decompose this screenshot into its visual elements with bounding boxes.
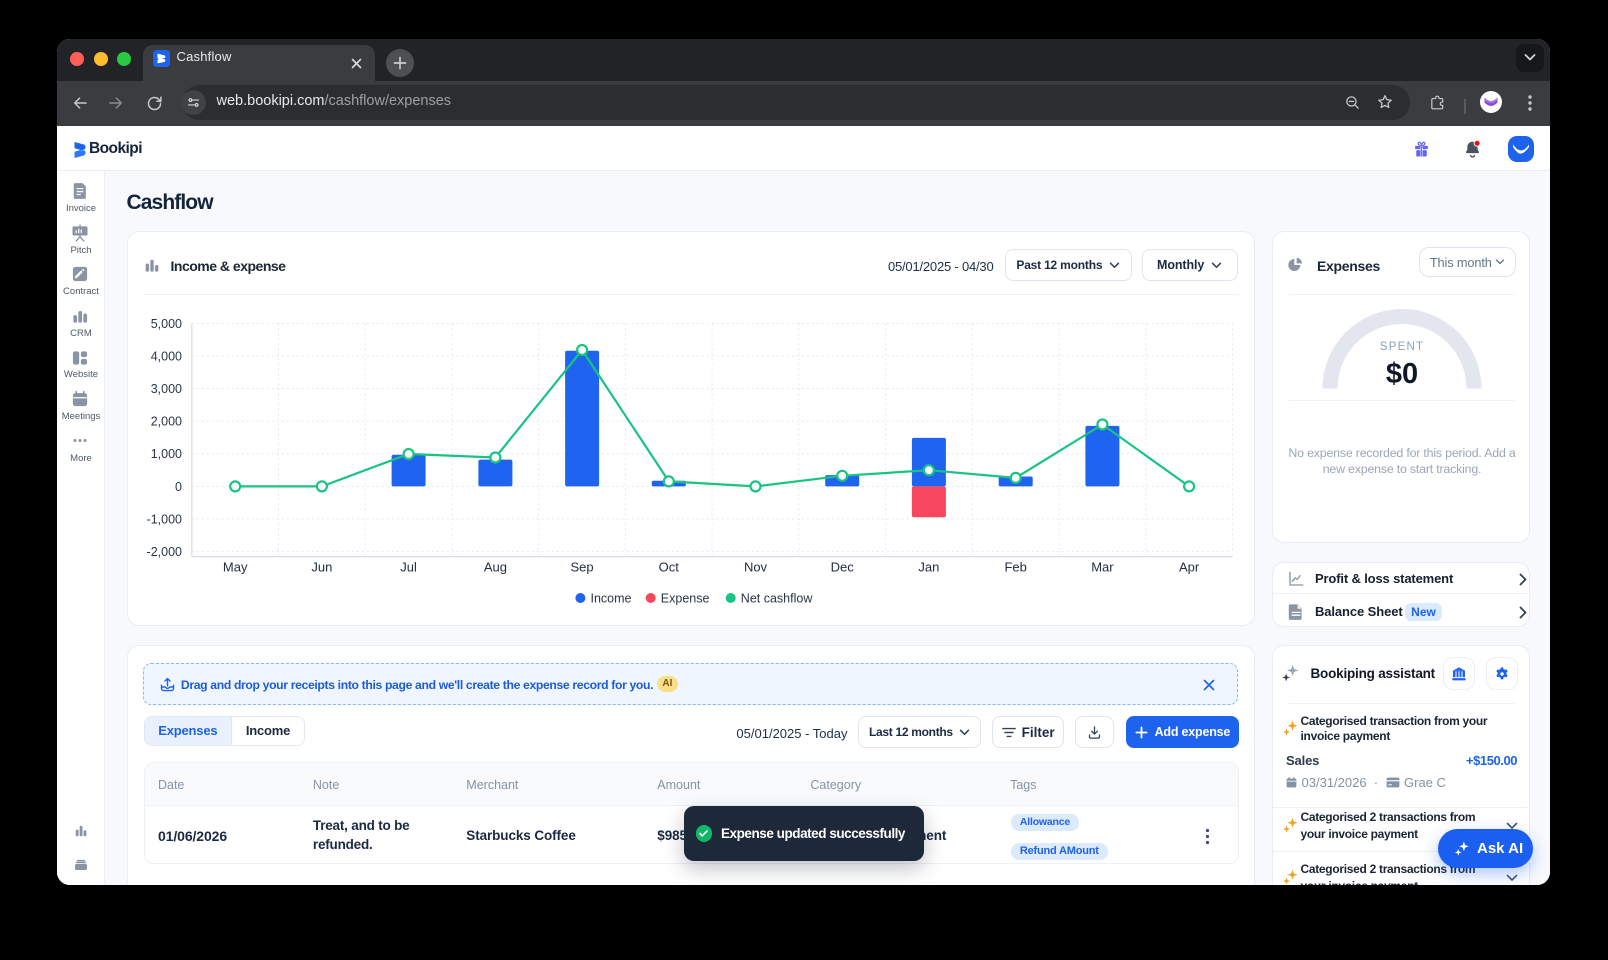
svg-text:Aug: Aug xyxy=(483,560,506,575)
svg-text:Sep: Sep xyxy=(570,560,593,575)
svg-text:May: May xyxy=(222,560,247,575)
svg-text:Jan: Jan xyxy=(918,560,939,575)
svg-text:1,000: 1,000 xyxy=(150,447,181,461)
svg-text:Expense: Expense xyxy=(660,591,709,605)
svg-text:3,000: 3,000 xyxy=(150,382,181,396)
svg-text:Jun: Jun xyxy=(311,560,332,575)
svg-text:Apr: Apr xyxy=(1178,560,1199,575)
svg-text:Feb: Feb xyxy=(1004,560,1026,575)
svg-text:2,000: 2,000 xyxy=(150,415,181,429)
svg-text:-2,000: -2,000 xyxy=(146,545,181,559)
svg-text:Mar: Mar xyxy=(1091,560,1114,575)
svg-text:Jul: Jul xyxy=(400,560,417,575)
svg-text:5,000: 5,000 xyxy=(150,317,181,331)
svg-text:-1,000: -1,000 xyxy=(146,512,181,526)
svg-text:Income: Income xyxy=(590,591,631,605)
svg-text:Net cashflow: Net cashflow xyxy=(740,591,813,605)
svg-text:0: 0 xyxy=(175,480,182,494)
svg-text:Dec: Dec xyxy=(830,560,854,575)
svg-text:Nov: Nov xyxy=(743,560,767,575)
svg-text:4,000: 4,000 xyxy=(150,349,181,363)
svg-text:Oct: Oct xyxy=(658,560,679,575)
